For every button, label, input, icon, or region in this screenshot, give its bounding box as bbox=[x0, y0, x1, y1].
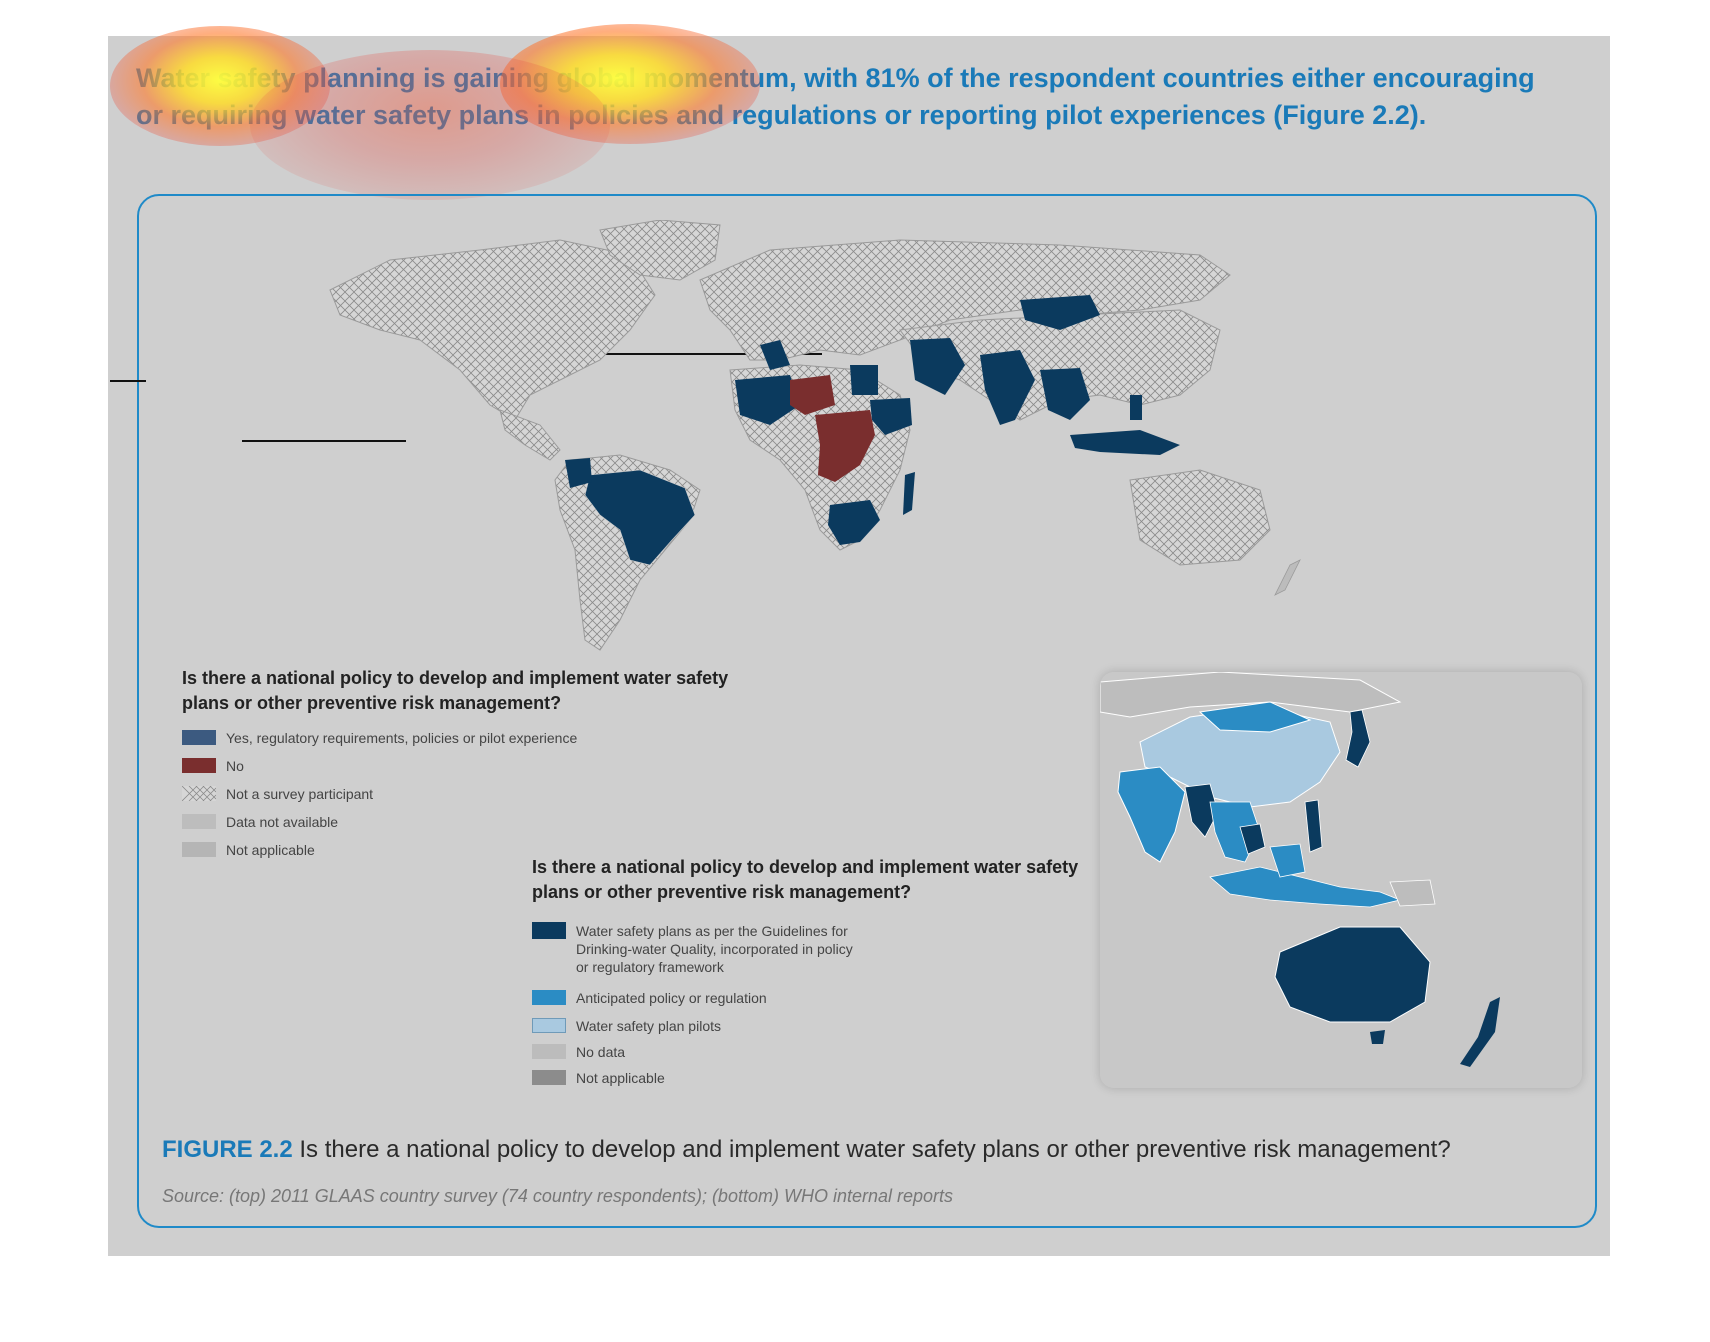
inset-legend-title: Is there a national policy to develop an… bbox=[532, 857, 1079, 902]
inset-australia-framework bbox=[1274, 926, 1431, 1023]
inset-map-panel bbox=[1100, 672, 1582, 1088]
inset-png-nodata bbox=[1389, 879, 1436, 907]
north-america-region bbox=[329, 239, 656, 421]
inset-legend-item-not-applicable: Not applicable bbox=[532, 1070, 862, 1086]
world-map bbox=[329, 220, 1301, 651]
inset-tasmania-framework bbox=[1370, 1030, 1385, 1044]
world-legend-label-not-participant: Not a survey participant bbox=[226, 786, 374, 802]
europe-russia-region bbox=[699, 239, 1231, 361]
world-legend-swatch-data-not-available bbox=[182, 814, 216, 829]
inset-india-anticipated bbox=[1117, 766, 1186, 863]
figure-caption: FIGURE 2.2 Is there a national policy to… bbox=[162, 1136, 1451, 1164]
world-legend-label-data-not-available: Data not available bbox=[226, 814, 339, 830]
annotation-line-1 bbox=[532, 353, 822, 355]
australia-hatched bbox=[1129, 469, 1271, 566]
inset-legend-item-wsp-framework: Water safety plans as per the Guidelines… bbox=[532, 922, 862, 976]
inset-borneo-anticipated bbox=[1269, 843, 1306, 878]
southeast-asia-yes bbox=[1040, 368, 1090, 420]
inset-japan-framework bbox=[1345, 709, 1371, 768]
new-zealand-region bbox=[1274, 559, 1301, 596]
figure-caption-label: FIGURE 2.2 bbox=[162, 1136, 293, 1163]
greenland-region bbox=[599, 220, 721, 281]
inset-legend-swatch-anticipated bbox=[532, 990, 566, 1005]
inset-legend: Water safety plans as per the Guidelines… bbox=[532, 922, 862, 1086]
inset-legend-label-wsp-framework: Water safety plans as per the Guidelines… bbox=[576, 923, 853, 975]
world-legend-title: Is there a national policy to develop an… bbox=[182, 668, 729, 713]
west-africa-no bbox=[790, 375, 835, 415]
world-legend-label-yes: Yes, regulatory requirements, policies o… bbox=[226, 730, 578, 746]
colombia-yes bbox=[565, 458, 592, 488]
annotation-line-2 bbox=[110, 380, 146, 382]
inset-legend-item-no-data: No data bbox=[532, 1044, 862, 1060]
west-africa-yes bbox=[735, 375, 800, 425]
inset-legend-label-anticipated: Anticipated policy or regulation bbox=[576, 990, 767, 1006]
central-america-region bbox=[499, 409, 561, 461]
inset-legend-item-pilots: Water safety plan pilots bbox=[532, 1018, 862, 1034]
world-legend-item-yes: Yes, regulatory requirements, policies o… bbox=[182, 730, 642, 746]
india-yes bbox=[980, 350, 1035, 425]
inset-asia-pacific-map bbox=[1100, 672, 1582, 1088]
world-legend-item-not-applicable: Not applicable bbox=[182, 842, 642, 858]
inset-legend-swatch-no-data bbox=[532, 1044, 566, 1059]
world-legend-label-not-applicable: Not applicable bbox=[226, 842, 315, 858]
east-africa-yes bbox=[870, 398, 912, 435]
north-africa-yes bbox=[760, 340, 790, 370]
inset-legend-swatch-not-applicable bbox=[532, 1070, 566, 1085]
southern-africa-yes bbox=[828, 500, 880, 545]
central-africa-no bbox=[815, 410, 875, 482]
inset-north-nodata bbox=[1100, 672, 1402, 718]
inset-legend-swatch-wsp-framework bbox=[532, 922, 566, 939]
world-legend-swatch-not-applicable bbox=[182, 842, 216, 857]
annotation-line-3 bbox=[242, 440, 406, 442]
figure-frame bbox=[137, 194, 1597, 1228]
mongolia-yes bbox=[1020, 295, 1100, 330]
inset-mongolia-anticipated bbox=[1198, 701, 1312, 733]
figure-caption-text: Is there a national policy to develop an… bbox=[299, 1136, 1451, 1163]
madagascar-yes bbox=[903, 472, 915, 515]
inset-legend-swatch-pilots bbox=[532, 1018, 566, 1033]
world-legend-item-no: No bbox=[182, 758, 642, 774]
inset-legend-item-anticipated: Anticipated policy or regulation bbox=[532, 990, 862, 1006]
indonesia-yes bbox=[1070, 430, 1180, 455]
inset-cambodia-framework bbox=[1239, 823, 1266, 855]
world-legend-label-no: No bbox=[226, 758, 244, 774]
inset-legend-label-not-applicable: Not applicable bbox=[576, 1070, 665, 1086]
inset-legend-label-no-data: No data bbox=[576, 1044, 626, 1060]
world-legend: Yes, regulatory requirements, policies o… bbox=[182, 730, 642, 858]
world-legend-swatch-no bbox=[182, 758, 216, 773]
world-legend-swatch-not-participant bbox=[182, 786, 216, 801]
philippines-yes bbox=[1130, 395, 1142, 420]
middle-east-yes bbox=[910, 338, 965, 395]
world-legend-swatch-yes bbox=[182, 730, 216, 745]
inset-myanmar-framework bbox=[1184, 783, 1219, 838]
inset-new-zealand-framework bbox=[1460, 997, 1500, 1067]
world-legend-item-not-participant: Not a survey participant bbox=[182, 786, 642, 802]
headline-text: Water safety planning is gaining global … bbox=[136, 63, 1535, 130]
inset-philippines-framework bbox=[1304, 799, 1323, 853]
egypt-yes bbox=[850, 365, 878, 395]
figure-source: Source: (top) 2011 GLAAS country survey … bbox=[162, 1186, 954, 1206]
world-legend-item-data-not-available: Data not available bbox=[182, 814, 642, 830]
brazil-yes bbox=[584, 469, 696, 566]
inset-legend-label-pilots: Water safety plan pilots bbox=[576, 1018, 721, 1034]
